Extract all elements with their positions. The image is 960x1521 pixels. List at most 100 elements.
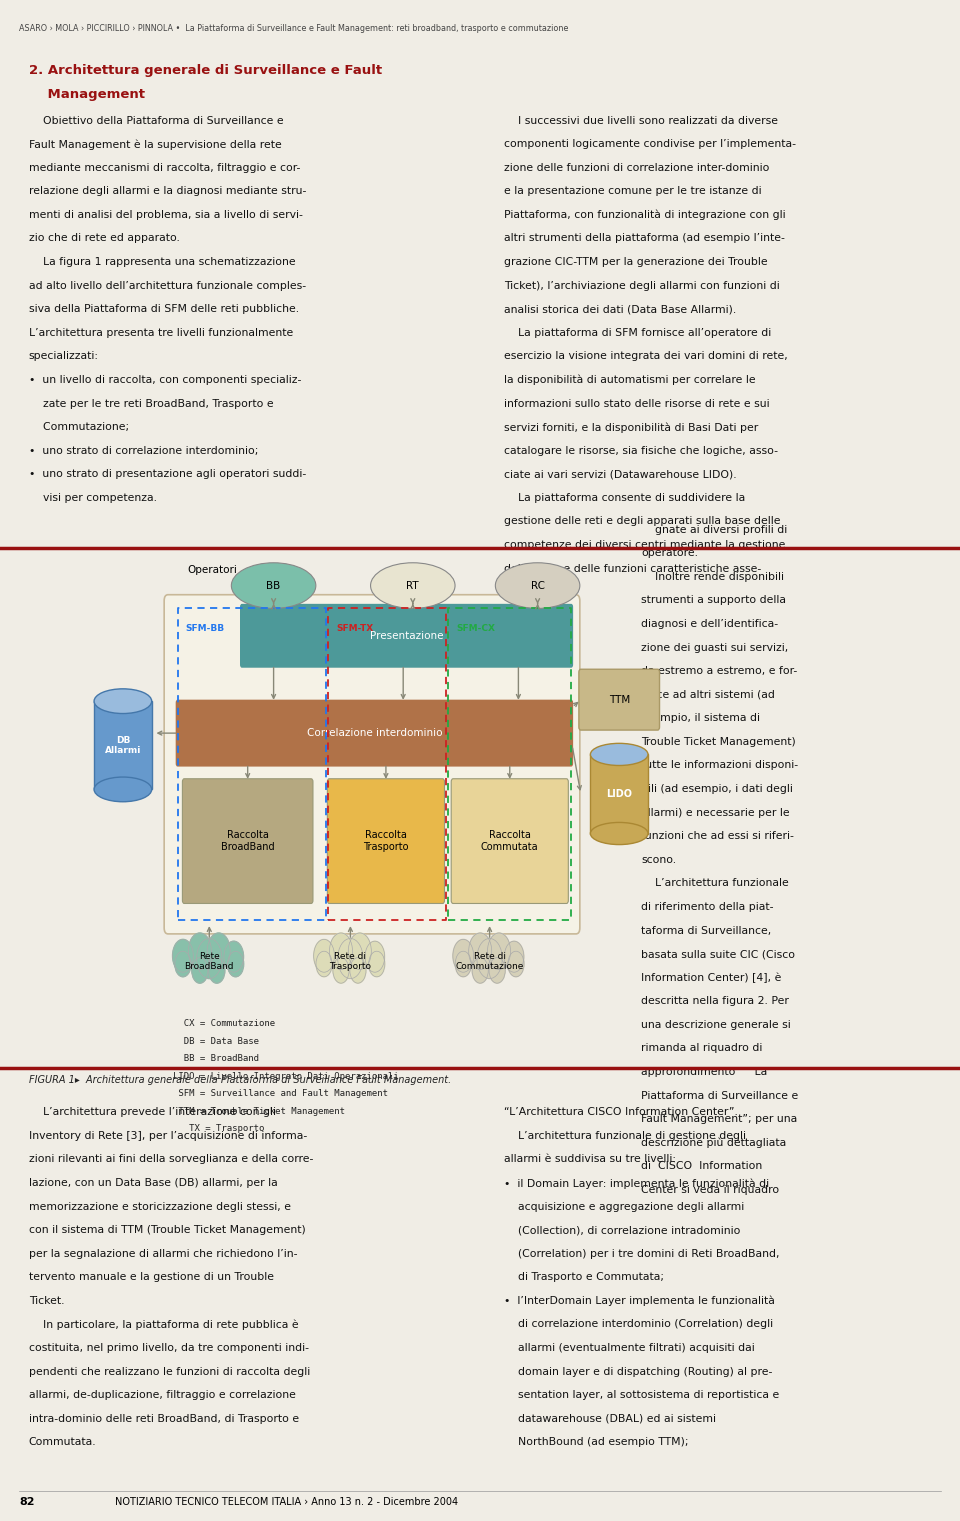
Text: Ticket.: Ticket. <box>29 1296 64 1307</box>
Text: costituita, nel primo livello, da tre componenti indi-: costituita, nel primo livello, da tre co… <box>29 1343 309 1354</box>
Text: tervento manuale e la gestione di un Trouble: tervento manuale e la gestione di un Tro… <box>29 1272 274 1282</box>
Text: Ticket), l’archiviazione degli allarmi con funzioni di: Ticket), l’archiviazione degli allarmi c… <box>504 280 780 291</box>
Text: Fault Management è la supervisione della rete: Fault Management è la supervisione della… <box>29 138 281 149</box>
Text: operatore.: operatore. <box>641 548 698 558</box>
Text: diagnosi e dell’identifica-: diagnosi e dell’identifica- <box>641 619 779 630</box>
Text: visi per competenza.: visi per competenza. <box>29 493 156 503</box>
Circle shape <box>468 932 492 969</box>
Text: rimanda al riquadro di: rimanda al riquadro di <box>641 1043 762 1054</box>
Text: mediante meccanismi di raccolta, filtraggio e cor-: mediante meccanismi di raccolta, filtrag… <box>29 163 300 173</box>
Text: (Correlation) per i tre domini di Reti BroadBand,: (Correlation) per i tre domini di Reti B… <box>504 1249 780 1259</box>
Text: LIDO = Livello Integrato Dati Operazionali: LIDO = Livello Integrato Dati Operaziona… <box>173 1071 398 1080</box>
Circle shape <box>188 932 211 969</box>
Text: Trouble Ticket Management): Trouble Ticket Management) <box>641 736 796 747</box>
Text: bili (ad esempio, i dati degli: bili (ad esempio, i dati degli <box>641 783 793 794</box>
Text: approfondimento    “La: approfondimento “La <box>641 1068 768 1077</box>
Text: Raccolta
BroadBand: Raccolta BroadBand <box>221 830 275 852</box>
Circle shape <box>369 951 385 976</box>
Text: RT: RT <box>406 581 420 590</box>
Text: In particolare, la piattaforma di rete pubblica è: In particolare, la piattaforma di rete p… <box>29 1319 299 1329</box>
Circle shape <box>314 940 334 972</box>
Text: di riferimento della piat-: di riferimento della piat- <box>641 902 774 913</box>
Text: La piattaforma di SFM fornisce all’operatore di: La piattaforma di SFM fornisce all’opera… <box>504 327 771 338</box>
Text: allarmi (eventualmente filtrati) acquisiti dai: allarmi (eventualmente filtrati) acquisi… <box>504 1343 755 1354</box>
Text: SFM-TX: SFM-TX <box>336 624 373 633</box>
Circle shape <box>365 941 385 972</box>
Text: descrizione più dettagliata: descrizione più dettagliata <box>641 1138 786 1148</box>
Text: servizi forniti, e la disponibilità di Basi Dati per: servizi forniti, e la disponibilità di B… <box>504 421 758 432</box>
Text: Rete di
Commutazione: Rete di Commutazione <box>455 952 524 970</box>
Text: intra-dominio delle reti BroadBand, di Trasporto e: intra-dominio delle reti BroadBand, di T… <box>29 1415 299 1424</box>
Ellipse shape <box>590 744 648 765</box>
Text: di Trasporto e Commutata;: di Trasporto e Commutata; <box>504 1272 664 1282</box>
Text: funzioni che ad essi si riferi-: funzioni che ad essi si riferi- <box>641 830 794 841</box>
Circle shape <box>338 938 363 978</box>
Text: delle viste e delle funzioni caratteristiche asse-: delle viste e delle funzioni caratterist… <box>504 563 761 573</box>
Text: L’architettura prevede l’interazione con gli: L’architettura prevede l’interazione con… <box>29 1107 276 1118</box>
Text: esercizio la visione integrata dei vari domini di rete,: esercizio la visione integrata dei vari … <box>504 351 788 362</box>
Text: •  il Domain Layer: implementa le funzionalità di: • il Domain Layer: implementa le funzion… <box>504 1177 769 1188</box>
Text: ad alto livello dell’architettura funzionale comples-: ad alto livello dell’architettura funzio… <box>29 280 306 291</box>
Text: basata sulla suite CIC (Cisco: basata sulla suite CIC (Cisco <box>641 949 795 960</box>
Text: L’architettura presenta tre livelli funzionalmente: L’architettura presenta tre livelli funz… <box>29 327 293 338</box>
Text: taforma di Surveillance,: taforma di Surveillance, <box>641 925 772 935</box>
Text: Presentazione: Presentazione <box>370 631 444 640</box>
Text: Commutazione;: Commutazione; <box>29 421 129 432</box>
Text: Center si veda il riquadro: Center si veda il riquadro <box>641 1185 780 1196</box>
Text: relazione degli allarmi e la diagnosi mediante stru-: relazione degli allarmi e la diagnosi me… <box>29 186 306 196</box>
Text: zio che di rete ed apparato.: zio che di rete ed apparato. <box>29 233 180 243</box>
Text: •  uno strato di presentazione agli operatori suddi-: • uno strato di presentazione agli opera… <box>29 468 306 479</box>
Text: •  uno strato di correlazione interdominio;: • uno strato di correlazione interdomini… <box>29 446 258 456</box>
Text: •  l’InterDomain Layer implementa le funzionalità: • l’InterDomain Layer implementa le funz… <box>504 1296 775 1307</box>
FancyBboxPatch shape <box>240 604 573 668</box>
Text: specializzati:: specializzati: <box>29 351 99 362</box>
Text: TTM = Trouble Ticket Management: TTM = Trouble Ticket Management <box>173 1107 345 1115</box>
Text: Fault Management”; per una: Fault Management”; per una <box>641 1113 798 1124</box>
Text: TTM: TTM <box>609 695 630 704</box>
Circle shape <box>472 958 489 983</box>
Text: menti di analisi del problema, sia a livello di servi-: menti di analisi del problema, sia a liv… <box>29 210 302 221</box>
Circle shape <box>208 958 225 983</box>
FancyBboxPatch shape <box>579 669 660 730</box>
Text: Inoltre rende disponibili: Inoltre rende disponibili <box>641 572 784 583</box>
Circle shape <box>197 938 222 978</box>
Circle shape <box>175 951 191 976</box>
Text: Rete
BroadBand: Rete BroadBand <box>184 952 234 970</box>
Text: e la presentazione comune per le tre istanze di: e la presentazione comune per le tre ist… <box>504 186 761 196</box>
Text: L’architettura funzionale di gestione degli: L’architettura funzionale di gestione de… <box>504 1132 746 1141</box>
Text: allarmi è suddivisa su tre livelli:: allarmi è suddivisa su tre livelli: <box>504 1154 676 1165</box>
Text: Operatori: Operatori <box>187 566 237 575</box>
Text: La piattaforma consente di suddividere la: La piattaforma consente di suddividere l… <box>504 493 745 503</box>
Circle shape <box>453 940 473 972</box>
Text: NorthBound (ad esempio TTM);: NorthBound (ad esempio TTM); <box>504 1437 688 1448</box>
Text: memorizzazione e storicizzazione degli stessi, e: memorizzazione e storicizzazione degli s… <box>29 1202 291 1212</box>
Text: siva della Piattaforma di SFM delle reti pubbliche.: siva della Piattaforma di SFM delle reti… <box>29 304 299 315</box>
Text: zate per le tre reti BroadBand, Trasporto e: zate per le tre reti BroadBand, Trasport… <box>29 399 274 409</box>
Text: esempio, il sistema di: esempio, il sistema di <box>641 713 760 724</box>
Text: componenti logicamente condivise per l’implementa-: componenti logicamente condivise per l’i… <box>504 138 796 149</box>
Text: di correlazione interdominio (Correlation) degli: di correlazione interdominio (Correlatio… <box>504 1319 773 1329</box>
Text: acquisizione e aggregazione degli allarmi: acquisizione e aggregazione degli allarm… <box>504 1202 744 1212</box>
Ellipse shape <box>94 689 152 713</box>
Circle shape <box>455 951 471 976</box>
Text: datawarehouse (DBAL) ed ai sistemi: datawarehouse (DBAL) ed ai sistemi <box>504 1415 716 1424</box>
Text: Information Center) [4], è: Information Center) [4], è <box>641 973 781 983</box>
Text: DB = Data Base: DB = Data Base <box>173 1037 259 1045</box>
Text: altri strumenti della piattaforma (ad esempio l’inte-: altri strumenti della piattaforma (ad es… <box>504 233 785 243</box>
FancyBboxPatch shape <box>327 779 444 903</box>
Text: CX = Commutazione: CX = Commutazione <box>173 1019 275 1028</box>
FancyBboxPatch shape <box>590 754 648 834</box>
Text: Commutata.: Commutata. <box>29 1437 96 1448</box>
Text: per la segnalazione di allarmi che richiedono l’in-: per la segnalazione di allarmi che richi… <box>29 1249 298 1259</box>
Text: allarmi) e necessarie per le: allarmi) e necessarie per le <box>641 808 790 818</box>
Circle shape <box>348 932 372 969</box>
Text: La figura 1 rappresenta una schematizzazione: La figura 1 rappresenta una schematizzaz… <box>29 257 296 268</box>
Text: zioni rilevanti ai fini della sorveglianza e della corre-: zioni rilevanti ai fini della sorveglian… <box>29 1154 313 1165</box>
Text: tutte le informazioni disponi-: tutte le informazioni disponi- <box>641 760 799 771</box>
Circle shape <box>316 951 332 976</box>
Text: SFM = Surveillance and Fault Management: SFM = Surveillance and Fault Management <box>173 1089 388 1098</box>
Ellipse shape <box>495 563 580 608</box>
Text: NOTIZIARIO TECNICO TELECOM ITALIA › Anno 13 n. 2 - Dicembre 2004: NOTIZIARIO TECNICO TELECOM ITALIA › Anno… <box>115 1497 458 1507</box>
Ellipse shape <box>371 563 455 608</box>
Circle shape <box>207 932 230 969</box>
